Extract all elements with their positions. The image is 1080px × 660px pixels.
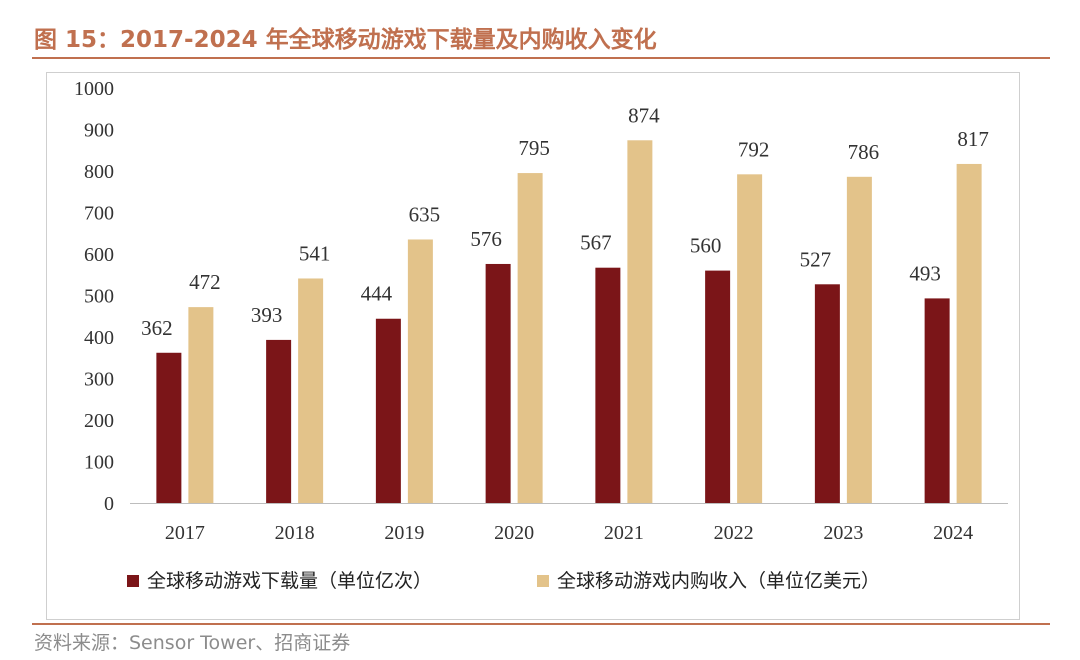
legend-swatch: [127, 575, 139, 587]
y-tick-label: 100: [84, 452, 114, 474]
y-tick-label: 1000: [74, 78, 114, 100]
legend-label: 全球移动游戏内购收入（单位亿美元）: [557, 570, 880, 592]
figure-title: 图 15：2017-2024 年全球移动游戏下载量及内购收入变化: [34, 27, 657, 53]
y-tick-label: 200: [84, 410, 114, 432]
data-label: 560: [690, 234, 722, 258]
bar-revenue: [188, 307, 214, 503]
data-label: 576: [470, 227, 502, 251]
y-tick-label: 300: [84, 369, 114, 391]
x-axis: 2017 2018 2019 2020 2021 2022 2023 2024: [130, 503, 1008, 544]
bar-downloads: [266, 339, 292, 503]
bar-downloads: [375, 318, 401, 503]
x-tick-label: 2017: [165, 522, 205, 544]
y-tick-label: 400: [84, 327, 114, 349]
bar-downloads: [814, 284, 840, 503]
bar-downloads: [595, 267, 621, 503]
bar-downloads: [705, 270, 731, 503]
x-tick-label: 2018: [275, 522, 315, 544]
bar-revenue: [298, 278, 324, 503]
data-label: 795: [518, 136, 550, 160]
y-tick-label: 800: [84, 161, 114, 183]
legend-swatch: [537, 575, 549, 587]
legend-label: 全球移动游戏下载量（单位亿次）: [147, 570, 432, 592]
bar-revenue: [627, 140, 653, 504]
y-axis: 0 100 200 300 400 500 600 700 800 900 1000: [74, 78, 114, 515]
data-labels: 362 472 393 541 444 635 576 795 567 874 560 792 527 7…: [141, 103, 989, 339]
data-label: 527: [800, 247, 832, 271]
data-label: 444: [361, 282, 393, 306]
x-tick-label: 2021: [604, 522, 644, 544]
footer-divider: [32, 623, 1050, 625]
bar-downloads: [156, 352, 182, 503]
x-tick-label: 2019: [384, 522, 424, 544]
y-tick-label: 500: [84, 286, 114, 308]
bars: [156, 140, 982, 504]
chart-frame: [46, 72, 1020, 620]
y-tick-label: 0: [104, 493, 114, 515]
data-label: 541: [299, 241, 331, 265]
data-label: 786: [848, 140, 880, 164]
data-label: 567: [580, 231, 612, 255]
bar-revenue: [407, 239, 433, 503]
bar-downloads: [485, 263, 511, 503]
x-tick-label: 2023: [823, 522, 863, 544]
bar-revenue: [517, 173, 543, 503]
bar-revenue: [737, 174, 763, 503]
y-tick-label: 600: [84, 244, 114, 266]
data-label: 792: [738, 137, 770, 161]
data-label: 493: [909, 261, 941, 285]
data-label: 362: [141, 316, 173, 340]
x-tick-label: 2024: [933, 522, 973, 544]
y-tick-label: 900: [84, 120, 114, 142]
legend: 全球移动游戏下载量（单位亿次） 全球移动游戏内购收入（单位亿美元）: [127, 570, 880, 592]
x-tick-label: 2020: [494, 522, 534, 544]
x-tick-label: 2022: [714, 522, 754, 544]
data-label: 393: [251, 303, 283, 327]
data-label: 874: [628, 103, 660, 127]
title-divider: [32, 57, 1050, 59]
data-label: 817: [957, 127, 989, 151]
data-label: 635: [409, 202, 441, 226]
bar-downloads: [924, 298, 950, 503]
bar-revenue: [846, 176, 872, 503]
data-label: 472: [189, 270, 221, 294]
y-tick-label: 700: [84, 203, 114, 225]
source-note: 资料来源：Sensor Tower、招商证券: [34, 632, 351, 654]
bar-revenue: [956, 163, 982, 503]
